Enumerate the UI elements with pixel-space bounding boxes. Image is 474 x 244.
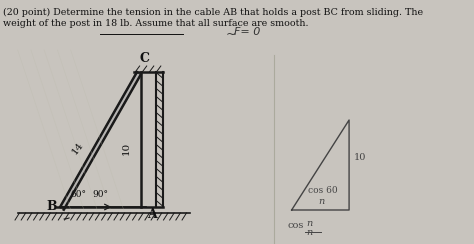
Text: cos 60: cos 60 bbox=[308, 186, 337, 195]
Text: 60°: 60° bbox=[71, 190, 87, 199]
Text: weight of the post in 18 lb. Assume that all surface are smooth.: weight of the post in 18 lb. Assume that… bbox=[3, 19, 308, 28]
Text: 14: 14 bbox=[70, 140, 85, 156]
Text: n: n bbox=[318, 197, 324, 206]
Text: (20 point) Determine the tension in the cable AB that holds a post BC from slidi: (20 point) Determine the tension in the … bbox=[3, 8, 423, 17]
Text: C: C bbox=[140, 52, 150, 65]
Text: 10: 10 bbox=[354, 153, 366, 162]
Text: B: B bbox=[46, 200, 56, 213]
Text: cos: cos bbox=[287, 221, 303, 230]
Text: ~: ~ bbox=[225, 28, 236, 41]
Text: n: n bbox=[307, 228, 313, 237]
Text: A: A bbox=[147, 208, 157, 221]
Text: n: n bbox=[307, 219, 313, 228]
Polygon shape bbox=[60, 72, 141, 210]
Text: 90°: 90° bbox=[93, 190, 109, 199]
Text: F= 0: F= 0 bbox=[234, 27, 261, 37]
Text: 10: 10 bbox=[122, 141, 131, 155]
